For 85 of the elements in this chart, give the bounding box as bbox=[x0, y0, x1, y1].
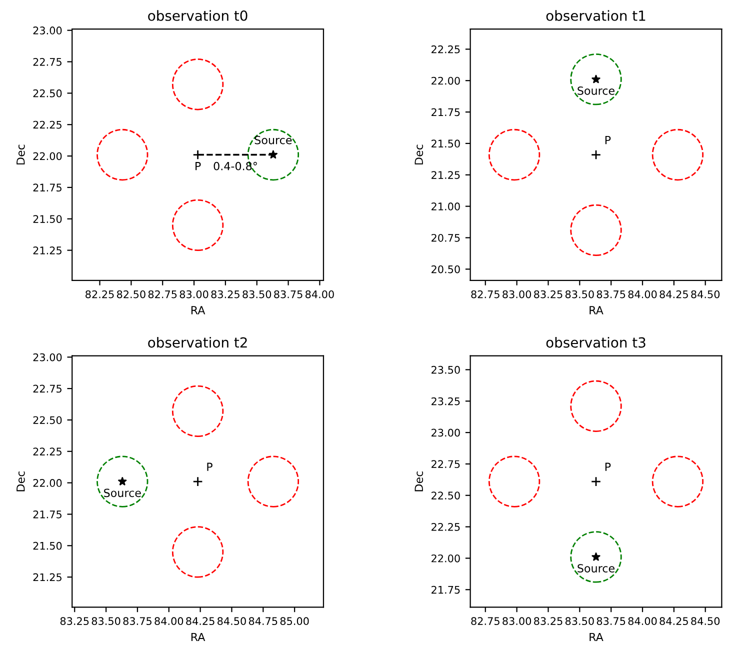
x-axis-title: RA bbox=[590, 632, 604, 642]
annotation: Source bbox=[578, 86, 614, 95]
y-axis-title: Dec bbox=[414, 471, 424, 492]
y-tick-label: 23.00 bbox=[33, 26, 62, 34]
annotation: 0.4-0.8° bbox=[214, 162, 257, 170]
annotation: P bbox=[605, 136, 611, 144]
x-tick-label: 83.25 bbox=[534, 617, 562, 626]
y-tick-label: 23.00 bbox=[33, 353, 62, 362]
chart-title: observation t3 bbox=[546, 336, 646, 348]
x-tick-label: 84.50 bbox=[691, 290, 720, 298]
y-axis-title: Dec bbox=[16, 144, 25, 164]
y-tick-label: 22.50 bbox=[33, 89, 62, 98]
y-tick-label: 21.75 bbox=[33, 184, 62, 192]
y-tick-label: 20.50 bbox=[432, 265, 460, 274]
x-axis-title: RA bbox=[191, 632, 206, 642]
x-tick-label: 84.25 bbox=[660, 290, 688, 298]
annotation: Source bbox=[254, 136, 292, 144]
y-tick-label: 21.25 bbox=[432, 171, 460, 179]
y-tick-label: 22.00 bbox=[33, 479, 62, 487]
x-tick-label: 84.00 bbox=[306, 290, 334, 298]
x-tick-label: 83.75 bbox=[596, 290, 626, 298]
y-tick-label: 21.50 bbox=[432, 140, 460, 148]
y-tick-label: 21.75 bbox=[432, 586, 460, 594]
y-tick-label: 22.00 bbox=[33, 152, 62, 160]
y-tick-label: 22.75 bbox=[33, 384, 62, 393]
y-axis-title: Dec bbox=[414, 144, 424, 164]
y-tick-label: 21.50 bbox=[33, 215, 62, 223]
annotation: P bbox=[207, 462, 212, 471]
annotation: P bbox=[605, 462, 611, 471]
x-tick-label: 83.50 bbox=[565, 617, 594, 626]
y-tick-label: 22.75 bbox=[432, 460, 460, 468]
y-tick-label: 22.25 bbox=[432, 45, 460, 54]
x-tick-label: 84.50 bbox=[218, 617, 246, 626]
y-tick-label: 22.00 bbox=[432, 554, 460, 562]
y-tick-label: 22.00 bbox=[432, 76, 460, 85]
chart-title: observation t1 bbox=[546, 10, 646, 21]
x-tick-label: 83.25 bbox=[534, 290, 562, 298]
x-tick-label: 84.75 bbox=[248, 617, 278, 626]
annotation: P bbox=[196, 162, 201, 170]
chart-title: observation t0 bbox=[148, 10, 248, 21]
y-tick-label: 22.50 bbox=[432, 492, 460, 500]
y-tick-label: 21.00 bbox=[432, 202, 460, 210]
x-tick-label: 82.50 bbox=[116, 290, 146, 298]
x-tick-label: 82.75 bbox=[471, 290, 500, 298]
x-tick-label: 85.00 bbox=[280, 617, 309, 626]
y-tick-label: 20.75 bbox=[432, 234, 460, 242]
x-tick-label: 83.00 bbox=[502, 290, 532, 298]
x-tick-label: 82.75 bbox=[471, 617, 500, 626]
y-tick-label: 23.00 bbox=[432, 428, 460, 437]
y-tick-label: 21.25 bbox=[33, 573, 62, 582]
x-tick-label: 82.25 bbox=[86, 290, 114, 298]
x-tick-label: 82.75 bbox=[148, 290, 177, 298]
x-tick-label: 83.25 bbox=[60, 617, 89, 626]
x-tick-label: 83.25 bbox=[211, 290, 240, 298]
y-tick-label: 23.50 bbox=[432, 366, 460, 374]
chart-title: observation t2 bbox=[148, 336, 247, 348]
x-tick-label: 84.25 bbox=[186, 617, 214, 626]
x-tick-label: 83.50 bbox=[242, 290, 272, 298]
y-tick-label: 21.25 bbox=[33, 246, 62, 254]
x-tick-label: 83.50 bbox=[565, 290, 594, 298]
y-tick-label: 21.75 bbox=[432, 108, 460, 116]
x-tick-label: 84.00 bbox=[628, 290, 657, 298]
x-tick-label: 83.00 bbox=[180, 290, 208, 298]
x-axis-title: RA bbox=[191, 306, 206, 314]
annotation: Source bbox=[104, 488, 141, 498]
annotation: Source bbox=[578, 564, 614, 573]
x-tick-label: 84.00 bbox=[628, 617, 657, 626]
x-tick-label: 83.75 bbox=[123, 617, 152, 626]
y-tick-label: 22.75 bbox=[33, 58, 62, 66]
y-tick-label: 23.25 bbox=[432, 397, 460, 406]
x-tick-label: 84.50 bbox=[691, 617, 720, 626]
y-tick-label: 22.25 bbox=[33, 448, 62, 456]
x-axis-title: RA bbox=[590, 306, 604, 314]
y-axis-title: Dec bbox=[16, 471, 25, 492]
y-tick-label: 22.25 bbox=[33, 120, 62, 129]
x-tick-label: 83.75 bbox=[274, 290, 302, 298]
x-tick-label: 84.00 bbox=[154, 617, 184, 626]
x-tick-label: 84.25 bbox=[660, 617, 688, 626]
y-tick-label: 21.50 bbox=[33, 542, 62, 550]
x-tick-label: 83.50 bbox=[92, 617, 120, 626]
x-tick-label: 83.75 bbox=[596, 617, 626, 626]
x-tick-label: 83.00 bbox=[502, 617, 532, 626]
y-tick-label: 21.75 bbox=[33, 510, 62, 518]
y-tick-label: 22.50 bbox=[33, 416, 62, 424]
y-tick-label: 22.25 bbox=[432, 523, 460, 531]
